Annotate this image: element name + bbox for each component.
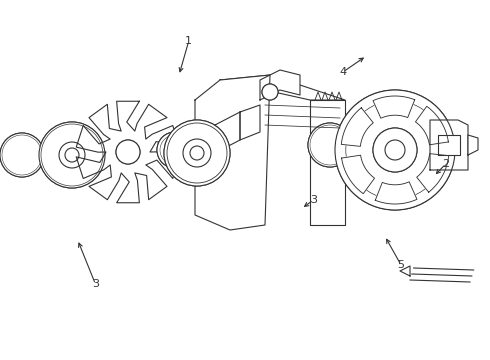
Text: 4: 4 (340, 67, 346, 77)
Circle shape (45, 128, 99, 182)
Polygon shape (430, 120, 468, 170)
Circle shape (6, 139, 38, 171)
Circle shape (157, 132, 193, 168)
Text: 3: 3 (92, 279, 99, 289)
Circle shape (59, 142, 85, 168)
Circle shape (0, 133, 44, 177)
Circle shape (170, 145, 180, 155)
Text: 5: 5 (397, 260, 404, 270)
Circle shape (335, 90, 455, 210)
Polygon shape (375, 182, 417, 204)
Circle shape (308, 123, 352, 167)
Circle shape (65, 148, 79, 162)
Circle shape (39, 122, 105, 188)
Polygon shape (342, 108, 373, 147)
Polygon shape (215, 112, 240, 153)
Polygon shape (416, 106, 448, 145)
Circle shape (385, 140, 405, 160)
Circle shape (308, 123, 352, 167)
Circle shape (43, 126, 101, 184)
Circle shape (2, 135, 42, 175)
Circle shape (116, 140, 140, 164)
Circle shape (346, 101, 444, 199)
Circle shape (170, 126, 224, 180)
Polygon shape (240, 105, 260, 140)
Circle shape (157, 132, 193, 168)
Circle shape (173, 129, 221, 177)
Circle shape (373, 128, 417, 172)
Circle shape (162, 137, 188, 163)
Circle shape (312, 127, 348, 163)
Circle shape (373, 128, 417, 172)
Circle shape (164, 120, 230, 186)
Circle shape (314, 129, 346, 161)
Circle shape (47, 130, 97, 180)
Text: 2: 2 (442, 159, 449, 169)
Text: 1: 1 (185, 36, 192, 46)
Polygon shape (76, 101, 180, 203)
Polygon shape (373, 96, 415, 118)
Polygon shape (400, 266, 410, 276)
Circle shape (164, 120, 230, 186)
Circle shape (262, 84, 278, 100)
Polygon shape (438, 135, 460, 155)
Circle shape (116, 140, 140, 164)
Polygon shape (220, 75, 345, 100)
Circle shape (48, 131, 96, 179)
Polygon shape (260, 70, 300, 100)
Circle shape (0, 133, 44, 177)
Polygon shape (310, 100, 345, 225)
Circle shape (167, 123, 227, 183)
Polygon shape (342, 155, 374, 194)
Circle shape (39, 122, 105, 188)
Circle shape (335, 90, 455, 210)
Circle shape (8, 141, 36, 169)
Circle shape (41, 124, 103, 186)
Circle shape (183, 139, 211, 167)
Circle shape (4, 137, 40, 173)
Circle shape (14, 147, 30, 163)
Polygon shape (416, 154, 449, 192)
Circle shape (190, 146, 204, 160)
Text: 3: 3 (310, 195, 317, 205)
Circle shape (164, 139, 186, 161)
Circle shape (160, 135, 190, 165)
Circle shape (323, 138, 337, 152)
Circle shape (316, 131, 344, 159)
Polygon shape (195, 75, 270, 230)
Circle shape (310, 125, 350, 165)
Circle shape (262, 84, 278, 100)
Polygon shape (468, 135, 478, 155)
